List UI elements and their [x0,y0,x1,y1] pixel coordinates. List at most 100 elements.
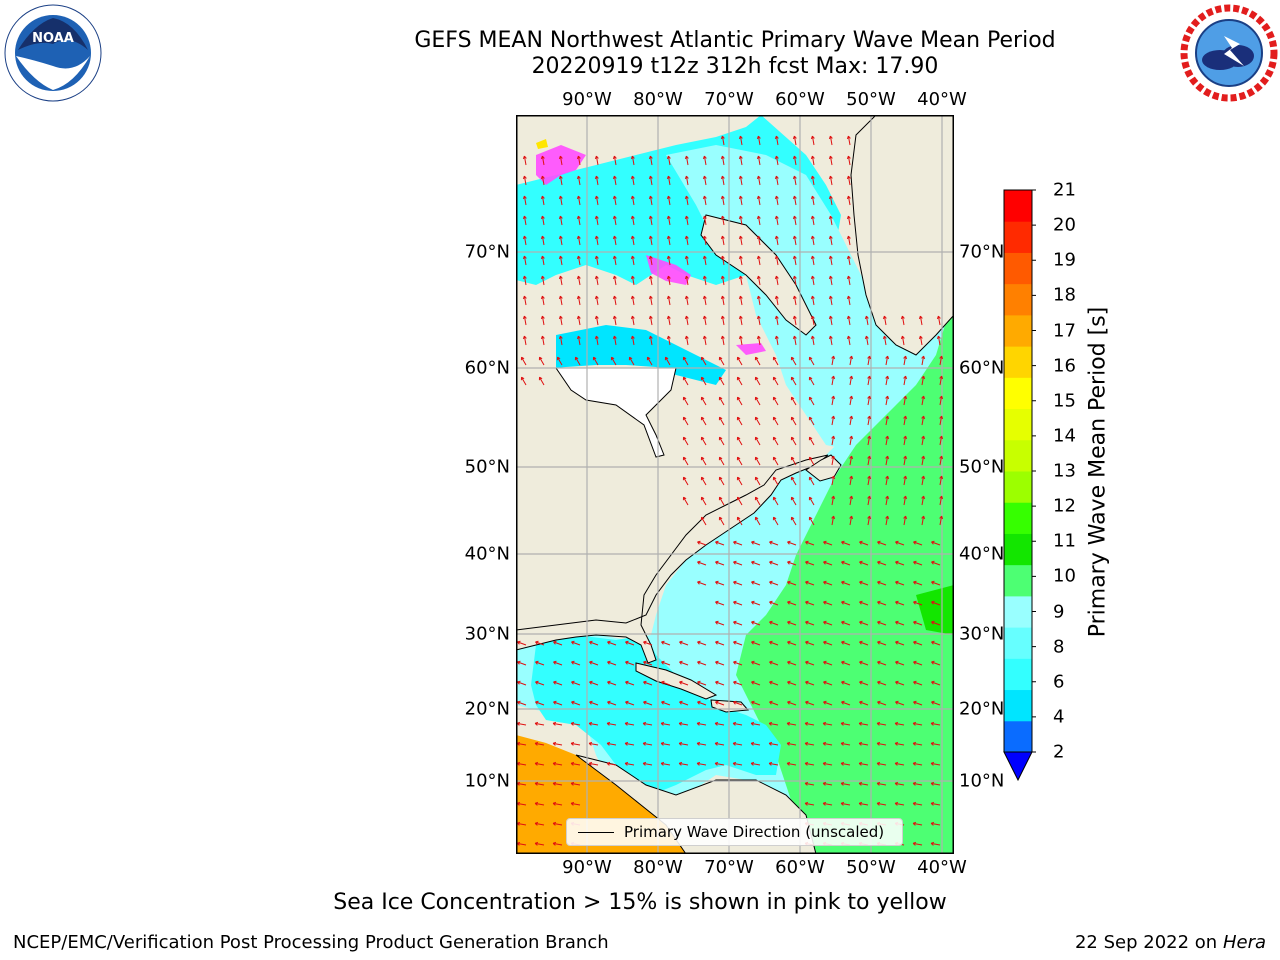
wave-direction-arrowhead [648,215,653,220]
wave-direction-arrow [683,436,689,446]
wave-direction-arrow [823,621,833,626]
wave-direction-arrowhead [682,396,687,401]
wave-direction-arrow [667,256,671,266]
wave-direction-arrowhead [754,356,759,361]
wave-direction-arrow [577,296,581,306]
wave-direction-arrow [559,336,563,346]
wave-direction-arrowhead [702,295,707,300]
wave-direction-arrowhead [787,560,791,565]
wave-direction-arrowhead [552,761,557,766]
wave-direction-arrow [667,276,671,286]
wave-direction-arrowhead [859,540,863,545]
map-legend: Primary Wave Direction (unscaled) [566,818,903,846]
wave-direction-arrow [773,356,779,366]
wave-direction-arrowhead [828,275,833,280]
wave-direction-arrow [721,136,725,146]
wave-direction-arrow [769,621,779,626]
lat-tick-right: 30°N [959,623,1005,645]
wave-direction-arrow [553,661,563,666]
wave-direction-arrowhead [624,741,629,746]
wave-direction-arrow [809,436,815,446]
wave-direction-arrow [775,136,779,146]
wave-direction-arrowhead [769,600,773,605]
wave-direction-arrow [577,336,581,346]
wave-direction-arrowhead [679,660,683,665]
wave-direction-arrowhead [864,315,869,320]
wave-direction-arrowhead [939,495,944,500]
wave-direction-arrowhead [913,540,917,545]
wave-direction-arrow [523,196,527,206]
wave-direction-arrowhead [589,660,593,665]
lat-tick-right: 50°N [959,456,1005,478]
lat-tick-left: 10°N [464,770,510,792]
wave-direction-arrow [903,356,907,366]
wave-direction-arrow [885,396,889,406]
wave-direction-arrow [701,476,707,486]
wave-direction-arrowhead [754,496,759,501]
wave-direction-arrow [739,296,743,306]
wave-direction-arrowhead [804,741,809,746]
wave-direction-arrow [805,742,815,746]
wave-direction-arrowhead [720,235,725,240]
wave-direction-arrow [885,356,889,366]
wave-direction-arrow [769,661,779,666]
wave-direction-arrow [931,681,941,686]
wave-direction-arrowhead [679,640,683,645]
wave-direction-arrowhead [558,195,563,200]
colorbar-segment [1004,595,1032,628]
wave-direction-arrowhead [625,640,629,645]
wave-direction-arrow [523,276,527,286]
wave-direction-arrow [571,802,581,806]
wave-direction-arrow [931,581,941,586]
wave-direction-arrow [823,661,833,666]
wave-direction-arrow [697,581,707,586]
wave-direction-arrowhead [876,801,881,806]
wave-direction-arrowhead [823,540,827,545]
wave-direction-arrow [751,722,761,726]
wave-direction-arrowhead [768,741,773,746]
wave-direction-arrow [733,661,743,666]
wave-direction-arrowhead [823,620,827,625]
wave-direction-arrow [721,216,725,226]
wave-direction-arrow [831,456,835,466]
wave-direction-arrowhead [612,255,617,260]
wave-direction-arrowhead [822,781,827,786]
wave-direction-arrowhead [841,660,845,665]
wave-direction-arrowhead [648,275,653,280]
wave-direction-arrow [793,136,797,146]
wave-direction-arrow [787,661,797,666]
wave-direction-arrow [703,156,707,166]
wave-direction-arrow [865,316,869,326]
wave-direction-arrow [901,336,905,346]
wave-direction-arrow [847,156,851,166]
wave-direction-arrow [647,356,653,366]
wave-direction-arrowhead [666,295,671,300]
wave-direction-arrowhead [810,335,815,340]
wave-direction-arrowhead [805,580,809,585]
wave-direction-arrowhead [558,235,563,240]
wave-direction-arrowhead [792,215,797,220]
wave-direction-arrowhead [912,841,917,846]
wave-direction-arrow [841,802,851,806]
colorbar-tick-label: 19 [1053,249,1076,271]
wave-direction-arrow [939,356,943,366]
wave-direction-arrow [553,842,563,846]
wave-direction-arrow [631,276,635,286]
wave-direction-arrow [757,256,761,266]
wave-direction-arrow [721,176,725,186]
wave-direction-arrow [877,641,887,646]
wave-direction-arrow [823,742,833,746]
wave-direction-arrowhead [558,175,563,180]
wave-direction-arrowhead [849,455,854,460]
wave-direction-arrowhead [552,721,557,726]
wave-direction-arrow [523,256,527,266]
wave-direction-arrow [931,782,941,786]
wave-direction-arrow [877,782,887,786]
wave-direction-arrowhead [697,680,701,685]
wave-direction-arrowhead [714,721,719,726]
wave-direction-arrow [809,476,815,486]
wave-direction-arrowhead [912,781,917,786]
wave-direction-arrowhead [751,640,755,645]
wave-direction-arrow [613,276,617,286]
wave-direction-arrowhead [828,195,833,200]
